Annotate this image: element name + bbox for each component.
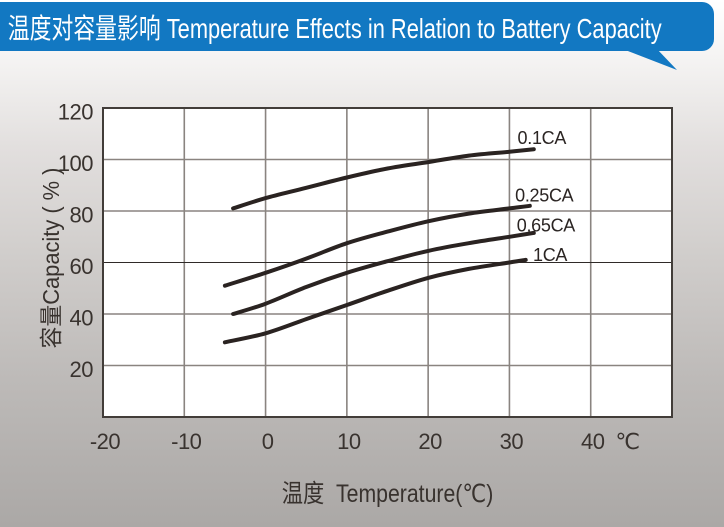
banner-tail-shape bbox=[620, 48, 677, 70]
curve-0.25CA bbox=[222, 203, 532, 288]
y-tick-label-120: 120 bbox=[58, 100, 93, 125]
x-tick-label-30: 30 bbox=[500, 429, 524, 454]
x-tick-label--10: -10 bbox=[171, 429, 202, 454]
curve-label-0.25CA: 0.25CA bbox=[515, 185, 574, 205]
x-axis-unit-label: ℃ bbox=[615, 429, 640, 454]
banner-tail bbox=[620, 48, 677, 70]
y-tick-label-100: 100 bbox=[58, 151, 93, 176]
y-tick-label-60: 60 bbox=[70, 254, 94, 279]
y-tick-label-40: 40 bbox=[70, 306, 94, 331]
y-axis-title: 容量Capacity ( % ) bbox=[38, 167, 64, 349]
curve-0.65CA bbox=[231, 230, 536, 316]
x-tick-label-10: 10 bbox=[337, 429, 361, 454]
x-tick-label-20: 20 bbox=[418, 429, 442, 454]
x-axis-title: 温度 Temperature(℃) bbox=[281, 480, 494, 508]
x-tick-label-0: 0 bbox=[262, 429, 274, 454]
x-tick-label-40: 40 bbox=[581, 429, 605, 454]
page-title: 温度对容量影响 Temperature Effects in Relation … bbox=[7, 12, 662, 44]
plot-border bbox=[102, 107, 673, 418]
title-banner: 温度对容量影响 Temperature Effects in Relation … bbox=[0, 2, 714, 51]
curve-label-0.65CA: 0.65CA bbox=[517, 216, 576, 236]
y-tick-label-20: 20 bbox=[70, 357, 94, 382]
curve-1CA bbox=[222, 257, 528, 345]
curve-label-0.1CA: 0.1CA bbox=[518, 128, 567, 148]
curve-0.1CA bbox=[231, 147, 536, 211]
x-tick-label--20: -20 bbox=[90, 429, 121, 454]
y-tick-label-80: 80 bbox=[70, 203, 94, 228]
curve-label-1CA: 1CA bbox=[533, 245, 567, 265]
